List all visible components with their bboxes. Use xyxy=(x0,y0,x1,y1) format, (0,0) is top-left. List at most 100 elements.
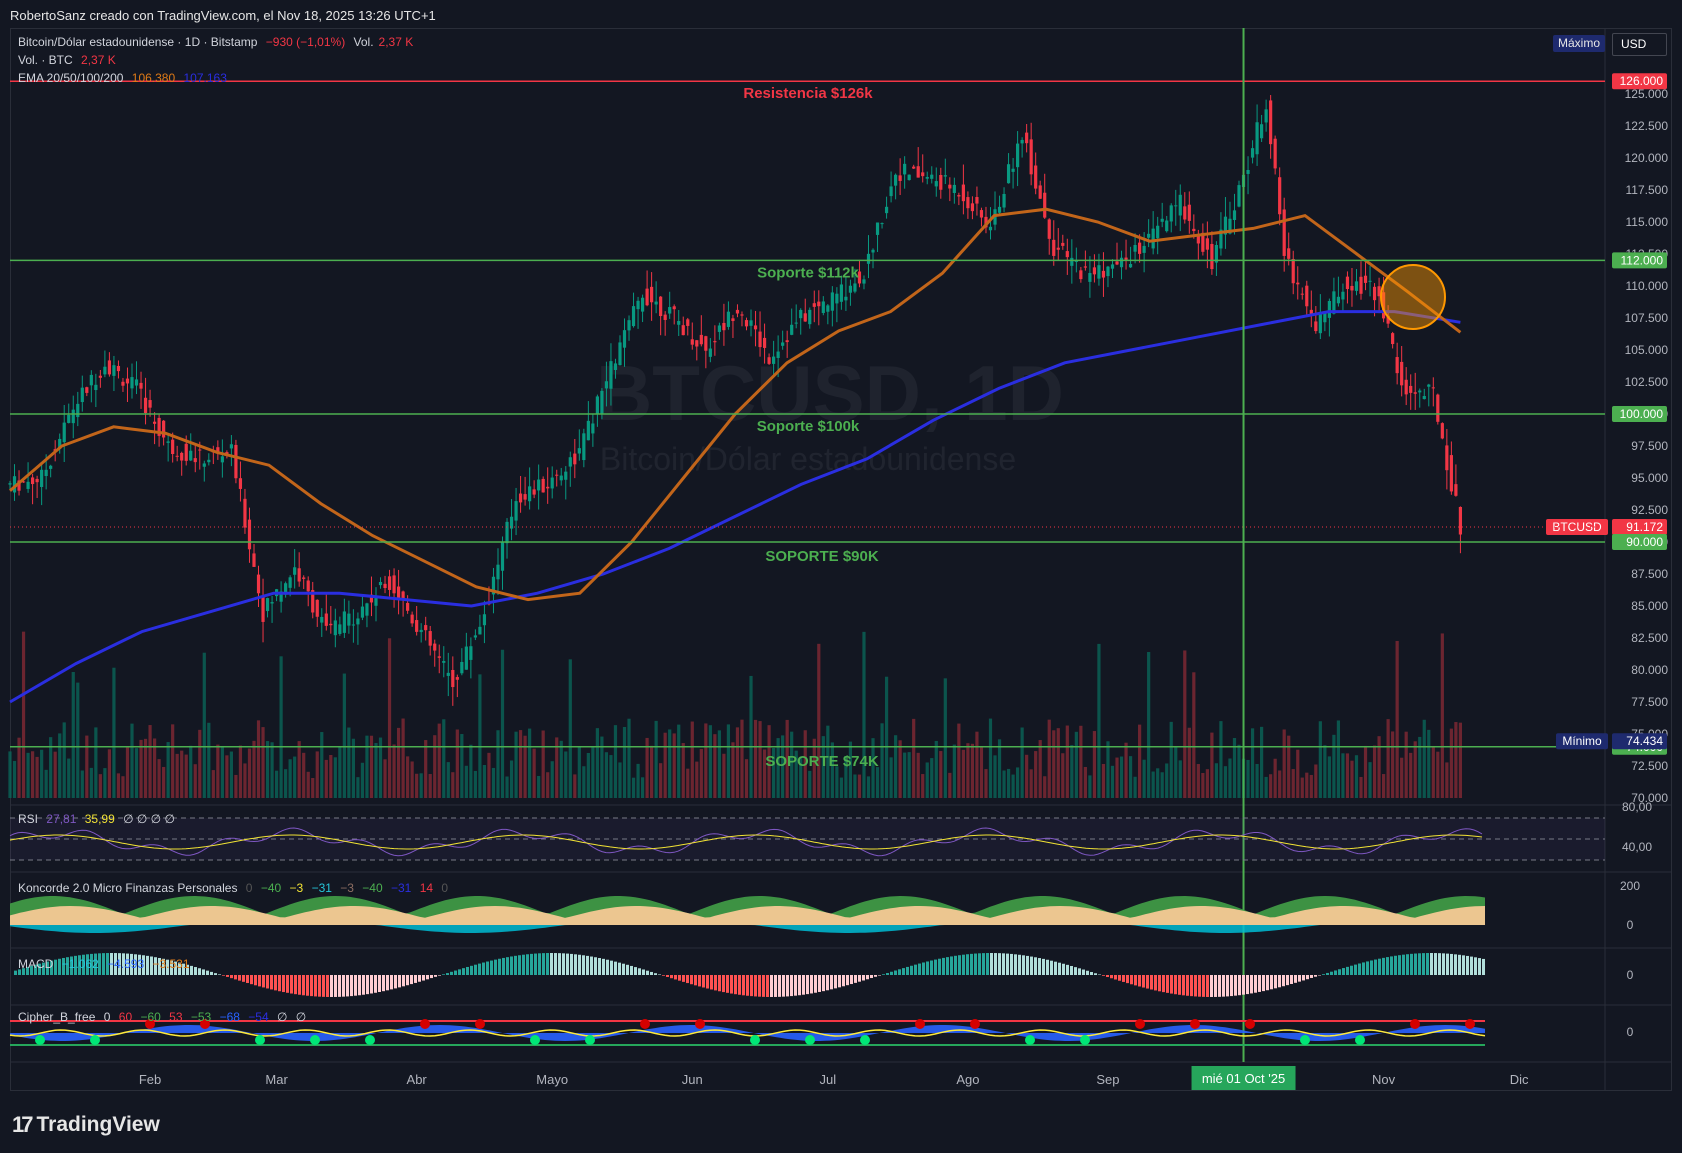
volume-bar xyxy=(997,739,1002,798)
volume-bar xyxy=(35,756,39,798)
macd-v3: −3.531 xyxy=(152,957,190,971)
macd-hist-bar xyxy=(1190,975,1193,997)
volume-bar xyxy=(1101,763,1106,798)
macd-hist-bar xyxy=(382,975,385,992)
volume-bar xyxy=(134,748,139,798)
macd-hist-bar xyxy=(898,969,901,975)
candle-body xyxy=(803,313,807,322)
tag-112-bg xyxy=(1612,252,1667,269)
macd-hist-bar xyxy=(346,975,349,997)
macd-hist-bar xyxy=(1434,953,1437,975)
vol-btc-label: Vol. · BTC xyxy=(18,53,73,67)
volume-bar xyxy=(166,742,170,798)
volume-bar xyxy=(107,749,112,798)
macd-hist-bar xyxy=(402,975,405,987)
macd-label: MACD xyxy=(18,957,54,971)
tradingview-logo[interactable]: 17 TradingView xyxy=(12,1112,160,1138)
macd-hist-bar xyxy=(450,971,453,975)
ema-200-line xyxy=(9,310,1461,704)
candle-body xyxy=(586,420,590,441)
volume-bar xyxy=(627,718,631,798)
volume-bar xyxy=(993,755,997,798)
volume-bar xyxy=(1454,722,1458,798)
macd-hist-bar xyxy=(242,975,245,982)
volume-bar xyxy=(103,768,107,798)
macd-hist-bar xyxy=(1358,963,1361,975)
candle-body xyxy=(35,478,39,483)
candle-body xyxy=(997,206,1002,213)
volume-bar xyxy=(934,740,938,798)
candle-body xyxy=(817,301,821,307)
volume-bar xyxy=(30,751,35,798)
macd-hist-bar xyxy=(142,955,145,975)
macd-hist-bar xyxy=(138,954,141,975)
candle-body xyxy=(460,662,464,674)
candle-body xyxy=(1011,168,1015,172)
tag-current-bg xyxy=(1612,518,1667,535)
macd-hist-bar xyxy=(894,970,897,975)
candle-body xyxy=(265,598,270,612)
cipher-yellow xyxy=(9,1029,1486,1037)
candle-body xyxy=(180,452,184,461)
candle-body xyxy=(1404,379,1408,395)
volume-bar xyxy=(952,744,956,798)
y-tick-label: 110.000 xyxy=(1626,279,1669,293)
volume-bar xyxy=(1323,745,1327,798)
candle-body xyxy=(677,321,681,325)
candle-body xyxy=(1246,169,1250,174)
volume-bar xyxy=(740,719,744,798)
volume-bar xyxy=(1395,640,1399,798)
volume-bar xyxy=(125,746,130,798)
macd-hist-bar xyxy=(990,953,993,975)
candle-body xyxy=(826,305,830,312)
macd-hist-bar xyxy=(586,955,589,975)
macd-hist-bar xyxy=(202,969,205,975)
volume-bar xyxy=(1092,731,1097,798)
macd-hist-bar xyxy=(146,955,149,975)
macd-hist-bar xyxy=(610,960,613,975)
candle-body xyxy=(740,314,744,316)
macd-hist-bar xyxy=(654,973,657,975)
candle-body xyxy=(1165,220,1169,232)
volume-bar xyxy=(613,725,618,798)
macd-hist-bar xyxy=(1130,975,1133,985)
macd-hist-bar xyxy=(162,958,165,975)
macd-hist-bar xyxy=(738,975,741,995)
candle-body xyxy=(415,620,419,632)
macd-hist-bar xyxy=(1090,972,1093,975)
volume-bar xyxy=(862,631,866,798)
koncorde-tick: 200 xyxy=(1620,879,1640,893)
macd-hist-bar xyxy=(1146,975,1149,989)
macd-hist-bar xyxy=(866,975,869,980)
candle-body xyxy=(1413,392,1417,394)
volume-bar xyxy=(451,772,455,798)
candle-body xyxy=(152,421,157,424)
volume-bar xyxy=(71,671,75,798)
currency-select[interactable]: USD xyxy=(1612,33,1668,56)
candle-body xyxy=(857,271,862,284)
macd-hist-bar xyxy=(674,975,677,980)
candle-body xyxy=(1300,293,1304,295)
candle-body xyxy=(410,614,414,624)
volume-bar xyxy=(1287,735,1291,798)
volume-bar xyxy=(1418,736,1422,798)
highlight-circle xyxy=(1380,264,1446,330)
macd-hist-bar xyxy=(1422,953,1425,975)
cipher-v3: 53 xyxy=(169,1010,183,1024)
candle-body xyxy=(44,469,48,477)
candle-body xyxy=(62,422,66,443)
macd-hist-bar xyxy=(470,965,473,975)
volume-bar xyxy=(1413,741,1417,798)
macd-hist-bar xyxy=(954,955,957,975)
volume-bar xyxy=(175,753,179,798)
volume-bar xyxy=(193,764,197,798)
macd-hist-bar xyxy=(466,966,469,975)
candle-body xyxy=(1210,243,1214,270)
macd-hist-bar xyxy=(1138,975,1141,987)
macd-hist-bar xyxy=(854,975,857,983)
macd-hist-bar xyxy=(90,953,93,975)
volume-bar xyxy=(907,752,911,798)
volume-bar xyxy=(17,737,21,798)
volume-bar xyxy=(378,737,383,798)
